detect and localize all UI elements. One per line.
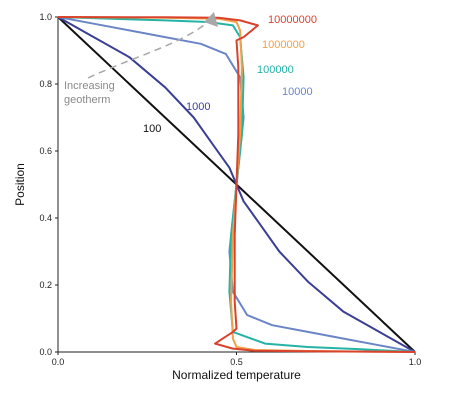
y-tick-label: 1.0 [39,12,52,22]
x-tick-label: 0.0 [52,357,65,367]
series-label-100000: 100000 [257,64,294,76]
annotation-arrow-head [204,12,218,27]
series-label-10000000: 10000000 [268,14,317,26]
annotation-text: Increasing [64,80,115,92]
y-tick-label: 0.2 [39,280,52,290]
x-axis-label: Normalized temperature [172,368,301,382]
annotation-text: geotherm [64,94,110,106]
annotation-arrow-line [87,21,209,79]
y-tick-label: 0.6 [39,146,52,156]
series-labels: 100 1000 10000 100000 1000000 10000000 [143,14,317,135]
x-tick-label: 1.0 [409,357,422,367]
annotation-group: Increasing geotherm [64,12,218,106]
x-tick-label: 0.5 [230,357,243,367]
y-tick-label: 0.4 [39,213,52,223]
y-tick-label: 0.8 [39,79,52,89]
series-line-10000000 [57,16,416,353]
y-axis-label: Position [13,163,27,206]
axes: 0.0 0.2 0.4 0.6 0.8 1.0 0.0 0.5 1.0 [39,12,421,367]
series-group [57,16,416,353]
series-label-1000: 1000 [186,101,210,113]
series-label-100: 100 [143,123,161,135]
series-label-1000000: 1000000 [262,39,305,51]
series-label-10000: 10000 [282,86,313,98]
y-tick-label: 0.0 [39,347,52,357]
